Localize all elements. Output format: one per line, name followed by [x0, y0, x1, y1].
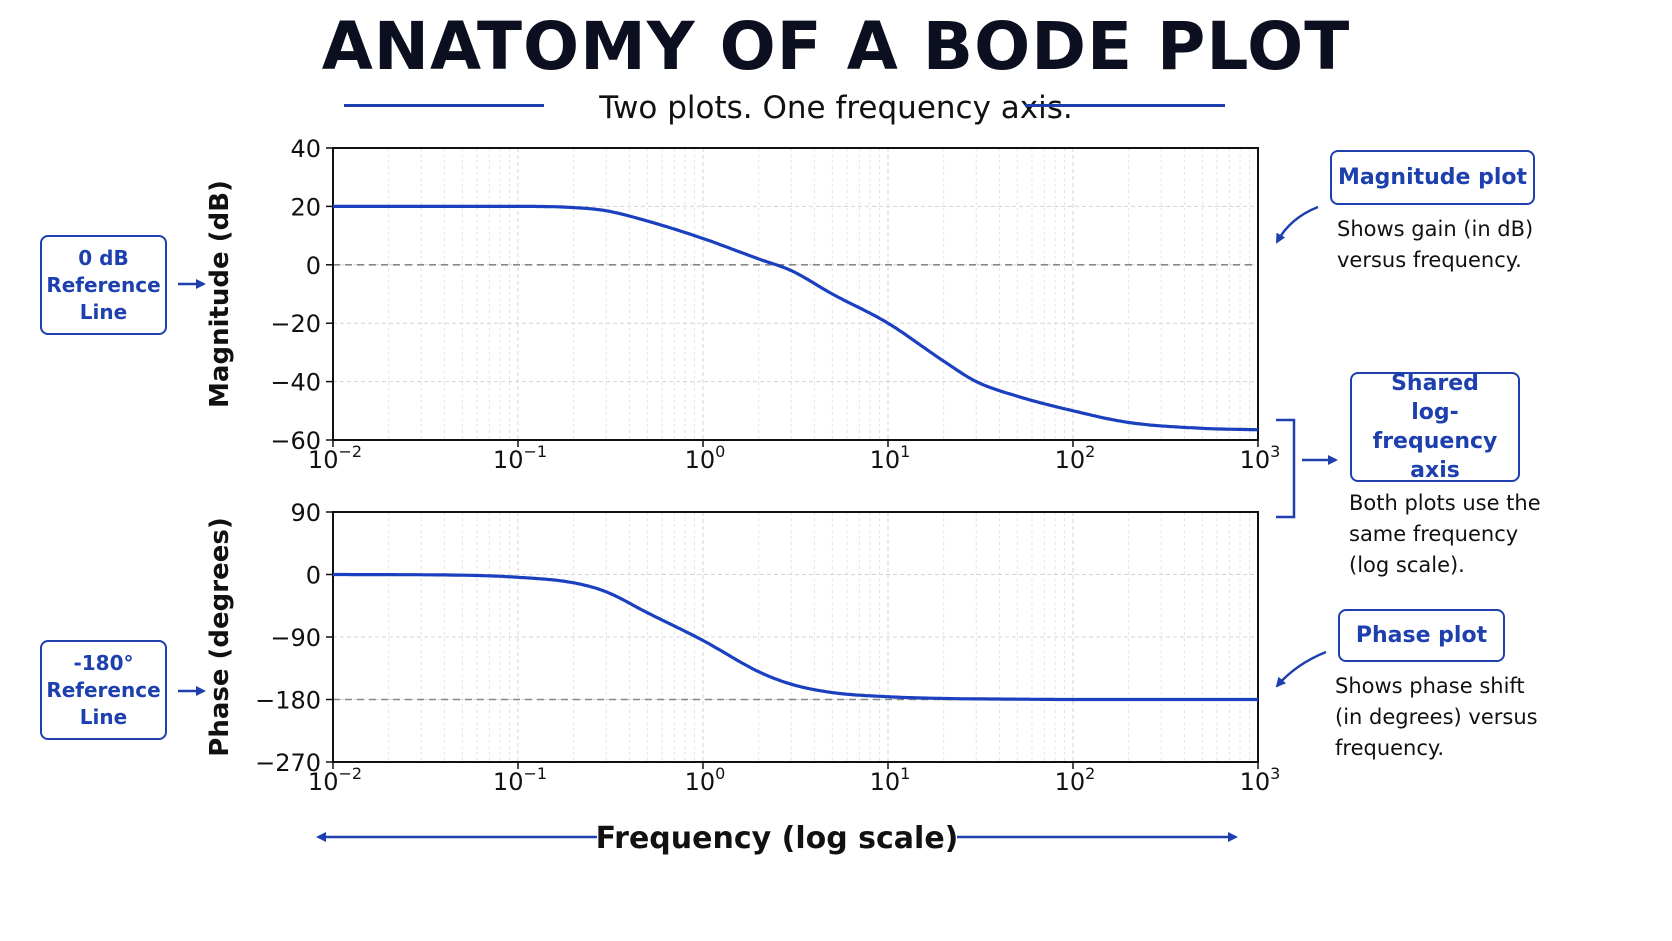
magnitude-description-line-2: versus frequency.: [1337, 248, 1522, 272]
subtitle-rule-left: [344, 104, 544, 107]
phase-description-line-3: frequency.: [1335, 736, 1445, 760]
zero-db-callout-line-2: Reference: [46, 272, 161, 297]
magnitude-description-line-1: Shows gain (in dB): [1337, 217, 1534, 241]
phase-plot-callout-label: Phase plot: [1355, 623, 1488, 648]
minus180-callout-line-1: -180°: [73, 650, 134, 675]
magnitude-y-tick-label: 40: [290, 135, 321, 163]
phase-x-tick-label: 102: [1055, 764, 1096, 796]
phase-y-tick-label: 90: [290, 499, 321, 527]
phase-y-tick-label: −180: [255, 687, 321, 715]
minus180-callout-line-3: Line: [79, 704, 128, 729]
shared-callout-line-2: log-frequency: [1372, 400, 1498, 454]
annotation-arrows: Frequency (log scale): [178, 205, 1338, 856]
magnitude-x-tick-label: 102: [1055, 442, 1096, 474]
magnitude-plot-callout: Magnitude plot: [1330, 150, 1535, 205]
phase-callout-arrow: [1275, 650, 1327, 688]
shared-callout-line-3: axis: [1410, 458, 1460, 483]
phase-description-line-1: Shows phase shift: [1335, 674, 1525, 698]
magnitude-y-axis-label: Magnitude (dB): [205, 180, 235, 408]
magnitude-x-tick-label: 100: [685, 442, 726, 474]
magnitude-y-tick-label: −60: [270, 427, 321, 455]
phase-plot-description: Shows phase shift (in degrees) versus fr…: [1335, 671, 1538, 764]
shared-axis-description: Both plots use the same frequency (log s…: [1349, 488, 1541, 581]
magnitude-y-tick-label: −40: [270, 369, 321, 397]
magnitude-x-tick-label: 103: [1240, 442, 1281, 474]
magnitude-x-tick-label: 101: [870, 442, 911, 474]
magnitude-response-curve: [333, 204, 1259, 432]
phase-x-tick-label: 10−1: [493, 764, 547, 796]
x-axis-label: Frequency (log scale): [596, 821, 959, 856]
magnitude-plot-callout-label: Magnitude plot: [1337, 165, 1528, 190]
shared-callout-line-1: Shared: [1391, 371, 1479, 396]
magnitude-y-tick-label: 0: [306, 252, 321, 280]
phase-y-tick-label: −270: [255, 749, 321, 777]
shared-description-line-1: Both plots use the: [1349, 491, 1541, 515]
phase-x-tick-label: 103: [1240, 764, 1281, 796]
phase-y-tick-label: 0: [306, 562, 321, 590]
phase-description-line-2: (in degrees) versus: [1335, 705, 1538, 729]
zero-db-callout-line-1: 0 dB: [78, 245, 129, 270]
zero-db-callout-line-3: Line: [79, 299, 128, 324]
minus180-reference-callout: -180° Reference Line: [40, 640, 167, 740]
zero-db-reference-callout: 0 dB Reference Line: [40, 235, 167, 335]
magnitude-y-tick-label: 20: [290, 193, 321, 221]
phase-y-tick-label: −90: [270, 624, 321, 652]
page-title: ANATOMY OF A BODE PLOT: [321, 8, 1351, 85]
magnitude-callout-arrow: [1275, 205, 1319, 244]
phase-response-curve: [333, 572, 1258, 702]
phase-x-tick-label: 10−2: [308, 764, 362, 796]
subtitle-rule-right: [1025, 104, 1225, 107]
shared-axis-callout: Shared log-frequency axis: [1350, 371, 1520, 483]
magnitude-y-tick-label: −20: [270, 310, 321, 338]
shared-axis-bracket: [1276, 418, 1296, 519]
page-subtitle: Two plots. One frequency axis.: [599, 90, 1073, 126]
magnitude-plot-frame: [332, 147, 1259, 441]
minus180-callout-line-2: Reference: [46, 677, 161, 702]
shared-description-line-3: (log scale).: [1349, 553, 1465, 577]
magnitude-x-tick-label: 10−2: [308, 442, 362, 474]
phase-x-tick-label: 100: [685, 764, 726, 796]
phase-x-tick-label: 101: [870, 764, 911, 796]
shared-description-line-2: same frequency: [1349, 522, 1519, 546]
magnitude-plot-description: Shows gain (in dB) versus frequency.: [1337, 214, 1533, 276]
phase-plot-callout: Phase plot: [1338, 609, 1505, 662]
magnitude-x-tick-label: 10−1: [493, 442, 547, 474]
phase-y-axis-label: Phase (degrees): [205, 517, 235, 756]
